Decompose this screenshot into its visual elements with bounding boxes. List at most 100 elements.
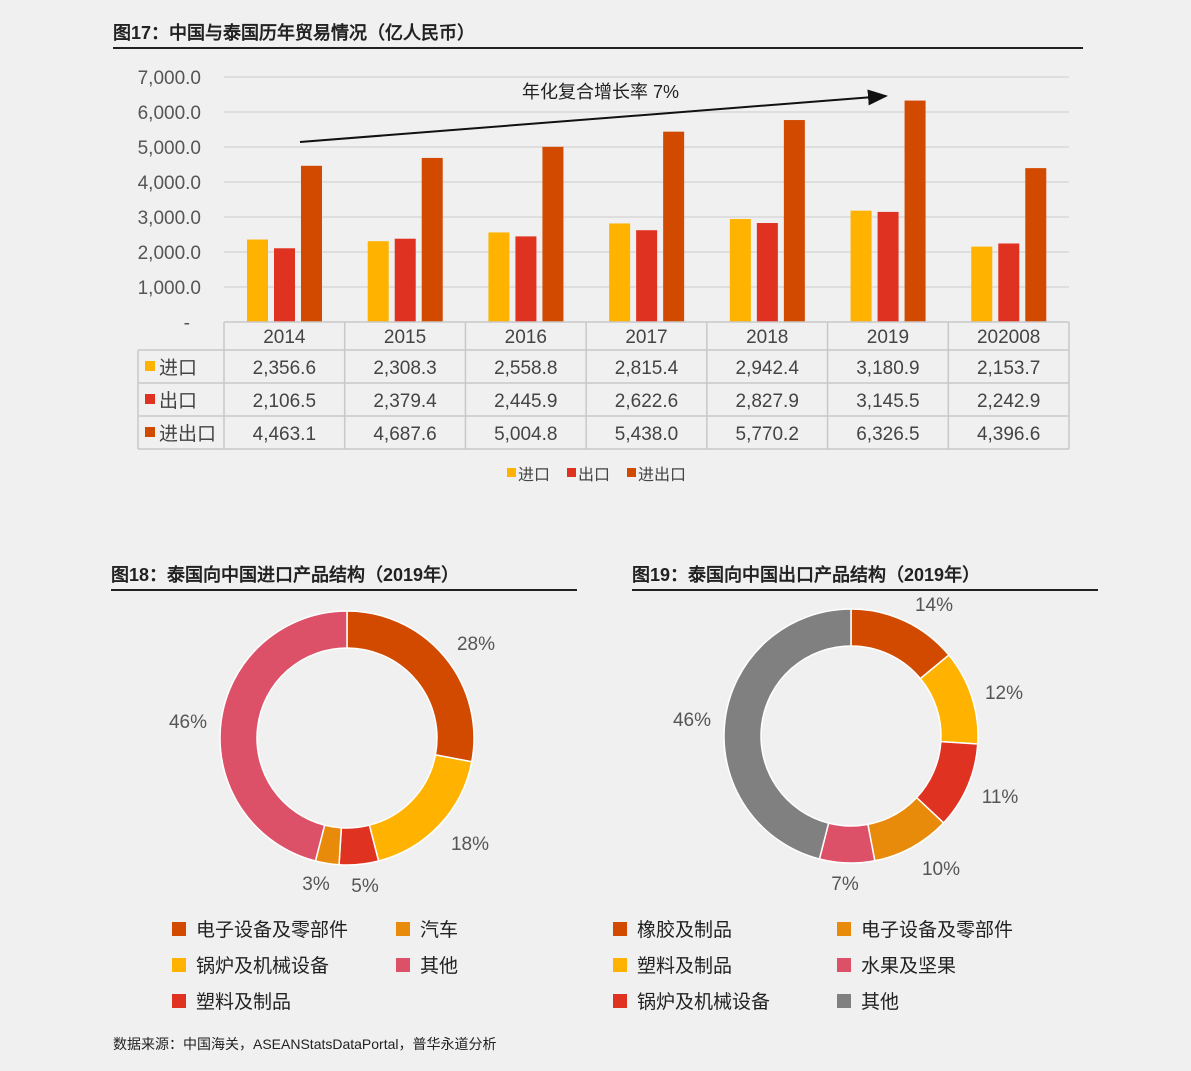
bar-出口-2014 bbox=[274, 248, 295, 322]
x-tick-label: 2018 bbox=[746, 327, 788, 348]
slice-value-label: 7% bbox=[831, 874, 859, 895]
slice-value-label: 5% bbox=[351, 876, 379, 897]
data-label: 5,438.0 bbox=[615, 424, 678, 445]
title-rule bbox=[113, 47, 1083, 49]
x-tick-label: 2019 bbox=[867, 327, 909, 348]
slice-value-label: 46% bbox=[673, 710, 711, 731]
legend-label: 出口 bbox=[578, 466, 610, 484]
legend-swatch bbox=[396, 921, 410, 936]
slice-value-label: 14% bbox=[915, 595, 953, 616]
legend-label: 其他 bbox=[861, 992, 900, 1013]
x-tick-label: 202008 bbox=[977, 327, 1040, 348]
fig19-title: 图19：泰国向中国出口产品结构（2019年） bbox=[632, 565, 981, 585]
bar-进出口-2014 bbox=[301, 165, 322, 322]
y-tick-label: 4,000.0 bbox=[138, 173, 201, 194]
bar-出口-202008 bbox=[998, 243, 1020, 322]
data-label: 3,180.9 bbox=[856, 358, 919, 379]
data-label: 2,827.9 bbox=[736, 391, 799, 412]
data-label: 4,396.6 bbox=[977, 424, 1040, 445]
data-label: 2,445.9 bbox=[494, 391, 557, 412]
legend-swatch bbox=[172, 993, 186, 1008]
bar-进口-202008 bbox=[971, 246, 993, 322]
legend-item: 塑料及制品 bbox=[172, 987, 291, 1014]
slice-value-label: 10% bbox=[922, 859, 960, 880]
data-label: 2,815.4 bbox=[615, 358, 679, 379]
bar-出口-2018 bbox=[756, 223, 778, 322]
bar-进口-2019 bbox=[850, 210, 872, 322]
data-label: 2,106.5 bbox=[253, 391, 316, 412]
data-label: 5,004.8 bbox=[494, 424, 557, 445]
slice-value-label: 11% bbox=[982, 787, 1019, 808]
bar-进口-2018 bbox=[729, 219, 751, 322]
legend-item: 水果及坚果 bbox=[837, 951, 956, 978]
data-label: 2,242.9 bbox=[977, 391, 1040, 412]
growth-arrow bbox=[299, 89, 888, 143]
legend-label: 塑料及制品 bbox=[196, 992, 292, 1013]
slice-value-label: 46% bbox=[169, 712, 207, 733]
legend-label: 橡胶及制品 bbox=[637, 920, 733, 941]
legend-label: 电子设备及零部件 bbox=[861, 920, 1014, 941]
title-rule bbox=[632, 589, 1098, 591]
data-label: 2,558.8 bbox=[494, 358, 557, 379]
legend-label: 其他 bbox=[420, 956, 459, 977]
data-label: 2,356.6 bbox=[253, 358, 316, 379]
legend-swatch bbox=[837, 921, 851, 936]
bar-进出口-2019 bbox=[904, 100, 926, 322]
legend-label: 进出口 bbox=[638, 466, 686, 484]
bar-进出口-2017 bbox=[663, 131, 685, 322]
y-tick-label: - bbox=[184, 313, 190, 334]
legend-swatch bbox=[172, 921, 186, 936]
legend-swatch bbox=[627, 468, 636, 477]
slice-value-label: 28% bbox=[457, 634, 495, 655]
donut-slice-电子设备及零部件 bbox=[346, 610, 475, 763]
bar-进口-2014 bbox=[247, 239, 268, 322]
bar-进出口-2015 bbox=[421, 157, 443, 322]
legend-swatch bbox=[172, 957, 186, 972]
bar-进出口-2016 bbox=[542, 146, 564, 322]
legend-item: 锅炉及机械设备 bbox=[172, 951, 329, 978]
y-tick-label: 3,000.0 bbox=[138, 208, 201, 229]
legend-swatch bbox=[507, 468, 516, 477]
bar-进口-2015 bbox=[367, 241, 389, 322]
row-label: 进出口 bbox=[159, 423, 216, 445]
x-tick-label: 2017 bbox=[625, 327, 667, 348]
slice-value-label: 12% bbox=[985, 683, 1023, 704]
legend-item: 其他 bbox=[837, 987, 899, 1014]
bar-进口-2017 bbox=[609, 223, 631, 322]
legend-swatch bbox=[145, 394, 155, 404]
legend-label: 塑料及制品 bbox=[637, 956, 733, 977]
donut-slice-其他 bbox=[723, 608, 852, 860]
legend-swatch bbox=[613, 921, 627, 936]
x-tick-label: 2014 bbox=[263, 327, 306, 348]
data-label: 4,463.1 bbox=[253, 424, 316, 445]
legend-label: 水果及坚果 bbox=[861, 956, 957, 977]
bar-chart: - 1,000.0 2,000.0 3,000.0 4,000.0 5,000.0 6,00… bbox=[137, 68, 1070, 484]
data-label: 2,308.3 bbox=[373, 358, 436, 379]
bar-进口-2016 bbox=[488, 232, 510, 322]
bar-进出口-2018 bbox=[783, 120, 805, 322]
bar-进出口-202008 bbox=[1025, 168, 1047, 322]
data-label: 2,379.4 bbox=[373, 391, 437, 412]
title-rule bbox=[111, 589, 577, 591]
legend-swatch bbox=[613, 957, 627, 972]
legend-swatch bbox=[145, 361, 155, 371]
x-tick-label: 2016 bbox=[505, 327, 547, 348]
data-label: 4,687.6 bbox=[373, 424, 436, 445]
data-label: 6,326.5 bbox=[856, 424, 919, 445]
bar-出口-2016 bbox=[515, 236, 537, 322]
annotation-label: 年化复合增长率 7% bbox=[522, 82, 679, 102]
x-tick-label: 2015 bbox=[384, 327, 426, 348]
data-label: 2,622.6 bbox=[615, 391, 678, 412]
legend-item: 锅炉及机械设备 bbox=[613, 987, 770, 1014]
fig17-title: 图17：中国与泰国历年贸易情况（亿人民币） bbox=[113, 23, 476, 43]
slice-value-label: 18% bbox=[451, 834, 489, 855]
bar-出口-2017 bbox=[636, 230, 658, 322]
data-label: 5,770.2 bbox=[736, 424, 799, 445]
legend-item: 汽车 bbox=[396, 915, 458, 942]
legend-label: 锅炉及机械设备 bbox=[196, 956, 330, 977]
y-tick-label: 6,000.0 bbox=[138, 103, 201, 124]
slice-value-label: 3% bbox=[302, 874, 330, 895]
legend-label: 进口 bbox=[518, 466, 550, 484]
